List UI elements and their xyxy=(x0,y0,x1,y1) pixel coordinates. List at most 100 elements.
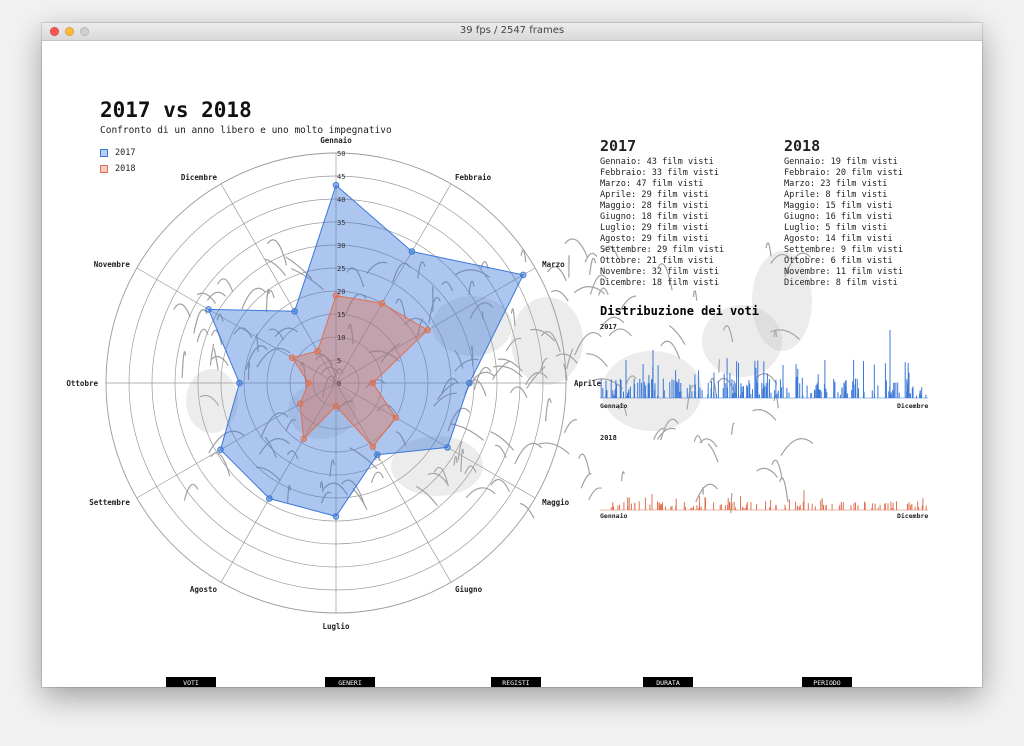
stats-list-2017: Gennaio: 43 film visti Febbraio: 33 film … xyxy=(600,157,724,289)
sketch-stroke xyxy=(547,266,567,282)
sketch-stroke xyxy=(538,442,570,455)
sketch-stroke xyxy=(490,431,515,451)
page-title: 2017 vs 2018 xyxy=(100,98,252,122)
generi-button[interactable]: GENERI xyxy=(325,677,375,687)
radar-point xyxy=(444,444,451,451)
sketch-stroke xyxy=(375,453,380,461)
sketch-stroke xyxy=(380,342,401,364)
distribution-2017-start: Gennaio xyxy=(600,402,628,410)
app-window: 39 fps / 2547 frames 2017 vs 2018 Confro… xyxy=(42,23,982,687)
sketch-stroke xyxy=(266,289,275,299)
sketch-stroke xyxy=(233,327,253,339)
radar-series-2017 xyxy=(207,184,524,517)
sketch-canvas: 2017 vs 2018 Confronto di un anno libero… xyxy=(42,41,982,687)
sketch-stroke xyxy=(267,239,288,266)
sketch-stroke xyxy=(336,400,354,413)
sketch-stroke xyxy=(580,472,592,489)
radar-point xyxy=(291,308,298,315)
sketch-stroke xyxy=(566,348,574,370)
chart-legend: 2017 2018 xyxy=(100,145,135,177)
radar-point xyxy=(424,326,431,334)
sketch-stroke xyxy=(210,452,231,477)
radar-category-label: Agosto xyxy=(190,585,218,594)
sketch-stroke xyxy=(247,362,251,381)
voti-button[interactable]: VOTI xyxy=(166,677,216,687)
radar-tick-label: 20 xyxy=(337,288,345,296)
sketch-stroke xyxy=(588,487,602,501)
legend-item-2017: 2017 xyxy=(100,145,135,161)
radar-point xyxy=(378,300,386,307)
sketch-stroke xyxy=(620,471,625,482)
sketch-stroke xyxy=(173,303,191,318)
sketch-stroke xyxy=(264,258,287,277)
sketch-stroke xyxy=(730,492,733,514)
stats-line: Maggio: 28 film visti xyxy=(600,201,709,211)
sketch-stroke xyxy=(660,340,681,360)
sketch-stroke xyxy=(529,328,556,342)
stats-line: Ottobre: 6 film visti xyxy=(784,256,893,266)
sketch-stroke xyxy=(573,286,606,295)
distribution-label-2018: 2018 xyxy=(600,434,617,442)
sketch-stroke xyxy=(323,482,348,496)
sketch-stroke xyxy=(213,348,219,371)
radar-category-label: Settembre xyxy=(89,498,130,507)
radar-category-label: Maggio xyxy=(542,498,570,507)
sketch-shade xyxy=(186,369,238,433)
sketch-stroke xyxy=(514,442,543,464)
sketch-stroke xyxy=(731,422,735,435)
radar-point xyxy=(332,513,340,520)
sketch-stroke xyxy=(321,375,336,398)
durata-button[interactable]: DURATA xyxy=(643,677,693,687)
radar-tick-label: 0 xyxy=(337,380,341,388)
sketch-stroke xyxy=(241,287,267,310)
sketch-stroke xyxy=(545,398,552,422)
sketch-stroke xyxy=(329,459,335,478)
radar-point xyxy=(288,354,296,362)
close-window-button[interactable] xyxy=(50,27,59,36)
sketch-shade xyxy=(288,383,356,439)
sketch-stroke xyxy=(668,325,686,345)
sketch-stroke xyxy=(563,419,577,433)
sketch-stroke xyxy=(756,467,778,478)
minimize-window-button[interactable] xyxy=(65,27,74,36)
radar-spoke xyxy=(220,183,337,384)
stats-line: Settembre: 29 film visti xyxy=(600,245,725,255)
sketch-stroke xyxy=(274,327,298,337)
sketch-stroke xyxy=(723,325,734,343)
stats-line: Ottobre: 21 film visti xyxy=(600,256,714,266)
stats-heading-2018: 2018 xyxy=(784,137,821,155)
stats-line: Dicembre: 18 film visti xyxy=(600,278,719,288)
radar-point xyxy=(369,443,377,451)
radar-tick-label: 40 xyxy=(337,196,345,204)
radar-category-label: Giugno xyxy=(455,585,483,594)
sketch-shade xyxy=(702,305,782,377)
radar-point xyxy=(519,271,527,279)
radar-series-2018 xyxy=(291,295,429,448)
radar-tick-label: 10 xyxy=(337,334,345,342)
sketch-stroke xyxy=(183,483,199,501)
sketch-stroke xyxy=(589,257,597,276)
sketch-stroke xyxy=(268,328,284,340)
sketch-stroke xyxy=(469,302,494,320)
sketch-stroke xyxy=(245,345,268,370)
sketch-stroke xyxy=(464,465,477,475)
registi-button[interactable]: REGISTI xyxy=(491,677,541,687)
stats-line: Settembre: 9 film visti xyxy=(784,245,903,255)
sketch-stroke xyxy=(709,377,718,399)
periodo-button[interactable]: PERIODO xyxy=(802,677,852,687)
maximize-window-button[interactable] xyxy=(80,27,89,36)
radar-spoke xyxy=(335,382,536,499)
sketch-stroke xyxy=(505,337,522,352)
sketch-stroke xyxy=(468,280,475,296)
radar-point xyxy=(408,248,416,255)
sketch-stroke xyxy=(598,287,609,296)
sketch-stroke xyxy=(457,440,463,461)
sketch-stroke xyxy=(433,392,457,407)
stats-line: Aprile: 8 film visti xyxy=(784,190,888,200)
sketch-stroke xyxy=(196,292,217,304)
sketch-stroke xyxy=(210,329,223,346)
radar-category-label: Febbraio xyxy=(455,173,492,182)
sketch-stroke xyxy=(574,332,602,356)
sketch-stroke xyxy=(602,245,620,260)
radar-point xyxy=(296,400,304,408)
